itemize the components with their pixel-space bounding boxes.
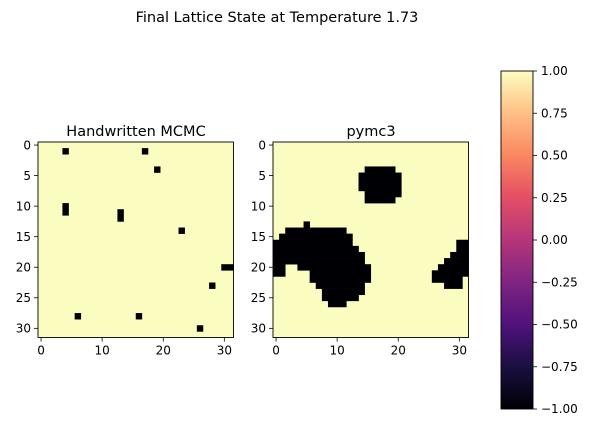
y-tick-label: 20 xyxy=(251,260,266,274)
spin-down-cells xyxy=(358,184,402,192)
spin-down-cells xyxy=(456,239,469,247)
spin-down-cells xyxy=(321,294,359,302)
spin-down-cells xyxy=(431,270,469,277)
spin-down-cells xyxy=(62,209,69,216)
spin-down-cells xyxy=(309,270,372,277)
y-tick-label: 0 xyxy=(258,138,266,152)
spin-down-cells xyxy=(62,148,69,155)
spin-down-cells xyxy=(297,264,372,271)
spin-down-cells xyxy=(285,227,347,234)
colorbar-tick-label: −0.50 xyxy=(541,318,578,332)
y-tick-label: 25 xyxy=(251,291,266,305)
lattice-background xyxy=(38,142,234,338)
colorbar-tick-label: 0.50 xyxy=(541,149,568,163)
spin-down-cells xyxy=(437,264,469,271)
colorbar-gradient xyxy=(500,70,534,410)
spin-down-cells xyxy=(444,258,469,265)
spin-down-cells xyxy=(273,239,353,247)
spin-down-cells xyxy=(117,215,124,222)
spin-down-cells xyxy=(364,166,396,173)
spin-down-cells xyxy=(358,172,402,179)
y-axis-ticks: 0 5 10 15 20 25 30 xyxy=(16,138,38,336)
spin-down-cells xyxy=(74,313,82,320)
spin-down-cells xyxy=(273,264,286,271)
x-tick-label: 10 xyxy=(95,344,110,358)
y-tick-label: 0 xyxy=(23,138,31,152)
heatmap-panel-handwritten-mcmc: Handwritten MCMC 0 10 20 30 0 5 10 15 20 25 30 xyxy=(16,124,234,358)
x-axis-ticks: 0 10 20 30 xyxy=(37,337,232,358)
spin-down-cells xyxy=(327,300,347,308)
colorbar-ticks: 1.00 0.75 0.50 0.25 0.00 −0.25 −0.50 −0.75 −1.00 xyxy=(533,64,578,416)
spin-down-cells xyxy=(279,233,353,241)
spin-down-cells xyxy=(450,251,469,259)
colorbar-tick-label: 0.25 xyxy=(541,191,568,205)
spin-down-cells xyxy=(154,166,161,173)
spin-down-cells xyxy=(273,270,286,277)
lattice-cells xyxy=(273,142,469,338)
spin-down-cells xyxy=(273,245,359,253)
y-tick-label: 5 xyxy=(23,169,31,183)
colorbar-tick-label: 0.75 xyxy=(541,106,568,120)
y-tick-label: 10 xyxy=(16,199,31,213)
y-tick-label: 30 xyxy=(251,322,266,336)
y-tick-label: 25 xyxy=(16,291,31,305)
colorbar: 1.00 0.75 0.50 0.25 0.00 −0.25 −0.50 −0.75 −1.00 xyxy=(500,64,578,416)
spin-down-cells xyxy=(117,209,124,216)
spin-down-cells xyxy=(196,325,204,332)
spin-down-cells xyxy=(62,203,69,210)
x-tick-label: 0 xyxy=(37,344,45,358)
y-tick-label: 15 xyxy=(251,230,266,244)
colorbar-tick-label: −0.25 xyxy=(541,275,578,289)
panel-title: pymc3 xyxy=(346,124,395,140)
y-tick-label: 10 xyxy=(251,199,266,213)
x-tick-label: 0 xyxy=(272,344,280,358)
spin-down-cells xyxy=(273,251,365,259)
spin-down-cells xyxy=(141,148,149,155)
figure-suptitle: Final Lattice State at Temperature 1.73 xyxy=(136,10,419,26)
x-axis-ticks: 0 10 20 30 xyxy=(272,337,467,358)
spin-down-cells xyxy=(431,276,463,283)
spin-down-cells xyxy=(273,258,365,265)
spin-down-cells xyxy=(456,245,469,253)
x-tick-label: 10 xyxy=(330,344,345,358)
spin-down-cells xyxy=(315,282,365,289)
spin-down-cells xyxy=(364,190,402,198)
axes-frame xyxy=(37,141,234,338)
spin-down-cells xyxy=(309,276,372,283)
lattice-cells xyxy=(38,142,234,338)
x-tick-label: 30 xyxy=(217,344,232,358)
y-tick-label: 20 xyxy=(16,260,31,274)
colorbar-tick-label: −0.75 xyxy=(541,360,578,374)
spin-down-cells xyxy=(178,227,185,234)
heatmap-panel-pymc3: pymc3 0 10 20 30 0 5 10 15 20 25 30 xyxy=(251,124,469,358)
colorbar-tick-label: 0.00 xyxy=(541,233,568,247)
spin-down-cells xyxy=(444,282,463,289)
axes-frame xyxy=(272,141,469,338)
spin-down-cells xyxy=(364,196,396,204)
y-tick-label: 15 xyxy=(16,230,31,244)
y-tick-label: 30 xyxy=(16,322,31,336)
spin-down-cells xyxy=(321,288,365,296)
x-tick-label: 30 xyxy=(452,344,467,358)
colorbar-tick-label: 1.00 xyxy=(541,64,568,78)
x-tick-label: 20 xyxy=(391,344,406,358)
colorbar-tick-label: −1.00 xyxy=(541,402,578,416)
y-tick-label: 5 xyxy=(258,169,266,183)
spin-down-cells xyxy=(209,282,216,289)
spin-down-cells xyxy=(303,221,310,228)
spin-down-cells xyxy=(221,264,234,271)
spin-down-cells xyxy=(135,313,143,320)
y-axis-ticks: 0 5 10 15 20 25 30 xyxy=(251,138,273,336)
spin-down-cells xyxy=(358,178,402,186)
x-tick-label: 20 xyxy=(156,344,171,358)
panel-title: Handwritten MCMC xyxy=(66,124,205,140)
